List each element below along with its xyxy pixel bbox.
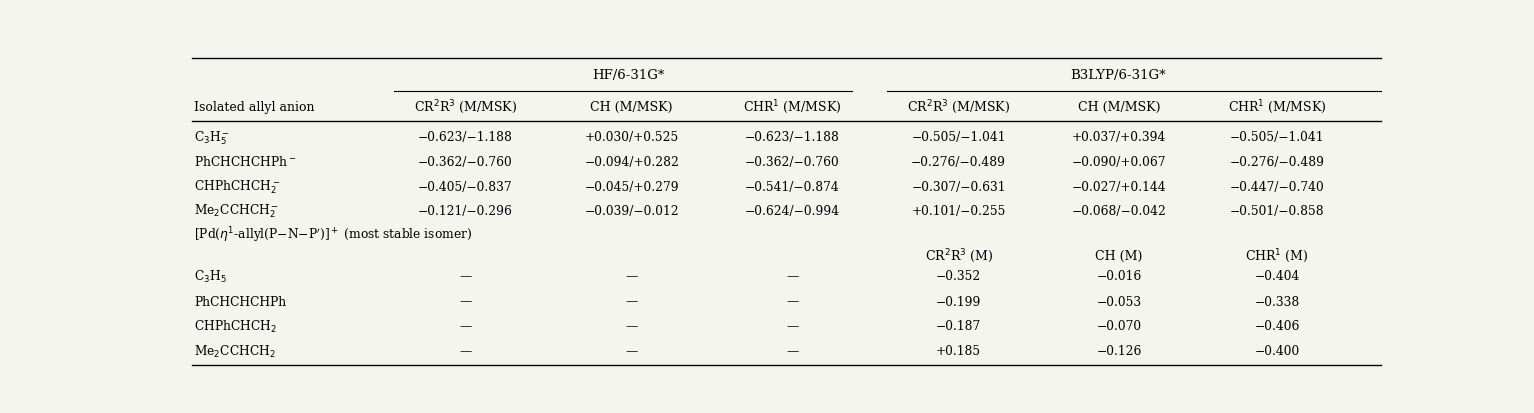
Text: Isolated allyl anion: Isolated allyl anion [195,100,314,114]
Text: —: — [459,270,471,282]
Text: CR$^2$R$^3$ (M): CR$^2$R$^3$ (M) [925,247,992,265]
Text: +0.185: +0.185 [936,344,982,357]
Text: CHR$^1$ (M): CHR$^1$ (M) [1246,247,1309,265]
Text: −0.623/−1.188: −0.623/−1.188 [744,131,839,144]
Text: −0.405/−0.837: −0.405/−0.837 [417,180,512,193]
Text: −0.121/−0.296: −0.121/−0.296 [417,205,512,218]
Text: −0.352: −0.352 [936,270,982,282]
Text: −0.362/−0.760: −0.362/−0.760 [744,156,839,169]
Text: —: — [626,320,638,332]
Text: [Pd($\eta^1$-allyl(P$-$N$-$P$^\prime$)]$^+$ (most stable isomer): [Pd($\eta^1$-allyl(P$-$N$-$P$^\prime$)]$… [195,225,472,245]
Text: —: — [626,270,638,282]
Text: −0.045/+0.279: −0.045/+0.279 [584,180,680,193]
Text: −0.362/−0.760: −0.362/−0.760 [417,156,512,169]
Text: +0.030/+0.525: +0.030/+0.525 [584,131,678,144]
Text: −0.053: −0.053 [1097,295,1141,308]
Text: Me$_2$CCHCH$_2^-$: Me$_2$CCHCH$_2^-$ [195,202,279,220]
Text: —: — [459,344,471,357]
Text: —: — [626,295,638,308]
Text: PhCHCHCHPh: PhCHCHCHPh [195,295,287,308]
Text: —: — [785,295,798,308]
Text: —: — [459,320,471,332]
Text: −0.404: −0.404 [1255,270,1299,282]
Text: HF/6-31G*: HF/6-31G* [592,69,664,81]
Text: −0.068/−0.042: −0.068/−0.042 [1072,205,1166,218]
Text: +0.101/−0.255: +0.101/−0.255 [911,205,1006,218]
Text: −0.276/−0.489: −0.276/−0.489 [1230,156,1325,169]
Text: −0.338: −0.338 [1255,295,1299,308]
Text: −0.623/−1.188: −0.623/−1.188 [417,131,512,144]
Text: −0.027/+0.144: −0.027/+0.144 [1072,180,1166,193]
Text: CHPhCHCH$_2$: CHPhCHCH$_2$ [195,318,278,334]
Text: CH (M/MSK): CH (M/MSK) [1078,100,1160,114]
Text: CHR$^1$ (M/MSK): CHR$^1$ (M/MSK) [1227,98,1327,116]
Text: −0.541/−0.874: −0.541/−0.874 [744,180,839,193]
Text: −0.126: −0.126 [1097,344,1141,357]
Text: CHPhCHCH$_2^-$: CHPhCHCH$_2^-$ [195,178,281,195]
Text: PhCHCHCHPh$^-$: PhCHCHCHPh$^-$ [195,155,296,169]
Text: −0.039/−0.012: −0.039/−0.012 [584,205,680,218]
Text: +0.037/+0.394: +0.037/+0.394 [1072,131,1166,144]
Text: −0.406: −0.406 [1255,320,1299,332]
Text: −0.016: −0.016 [1097,270,1141,282]
Text: C$_3$H$_5$: C$_3$H$_5$ [195,268,227,284]
Text: −0.094/+0.282: −0.094/+0.282 [584,156,680,169]
Text: −0.505/−1.041: −0.505/−1.041 [1230,131,1324,144]
Text: —: — [785,270,798,282]
Text: −0.187: −0.187 [936,320,982,332]
Text: −0.276/−0.489: −0.276/−0.489 [911,156,1006,169]
Text: −0.400: −0.400 [1255,344,1299,357]
Text: CR$^2$R$^3$ (M/MSK): CR$^2$R$^3$ (M/MSK) [907,98,1009,116]
Text: —: — [459,295,471,308]
Text: B3LYP/6-31G*: B3LYP/6-31G* [1071,69,1166,81]
Text: CH (M/MSK): CH (M/MSK) [591,100,673,114]
Text: −0.090/+0.067: −0.090/+0.067 [1072,156,1166,169]
Text: −0.070: −0.070 [1097,320,1141,332]
Text: CH (M): CH (M) [1095,249,1143,263]
Text: −0.501/−0.858: −0.501/−0.858 [1230,205,1324,218]
Text: −0.624/−0.994: −0.624/−0.994 [744,205,839,218]
Text: −0.199: −0.199 [936,295,982,308]
Text: −0.447/−0.740: −0.447/−0.740 [1230,180,1324,193]
Text: −0.307/−0.631: −0.307/−0.631 [911,180,1006,193]
Text: −0.505/−1.041: −0.505/−1.041 [911,131,1006,144]
Text: CR$^2$R$^3$ (M/MSK): CR$^2$R$^3$ (M/MSK) [414,98,517,116]
Text: —: — [626,344,638,357]
Text: Me$_2$CCHCH$_2$: Me$_2$CCHCH$_2$ [195,343,276,359]
Text: C$_3$H$_5^-$: C$_3$H$_5^-$ [195,129,230,146]
Text: —: — [785,320,798,332]
Text: CHR$^1$ (M/MSK): CHR$^1$ (M/MSK) [742,98,841,116]
Text: —: — [785,344,798,357]
